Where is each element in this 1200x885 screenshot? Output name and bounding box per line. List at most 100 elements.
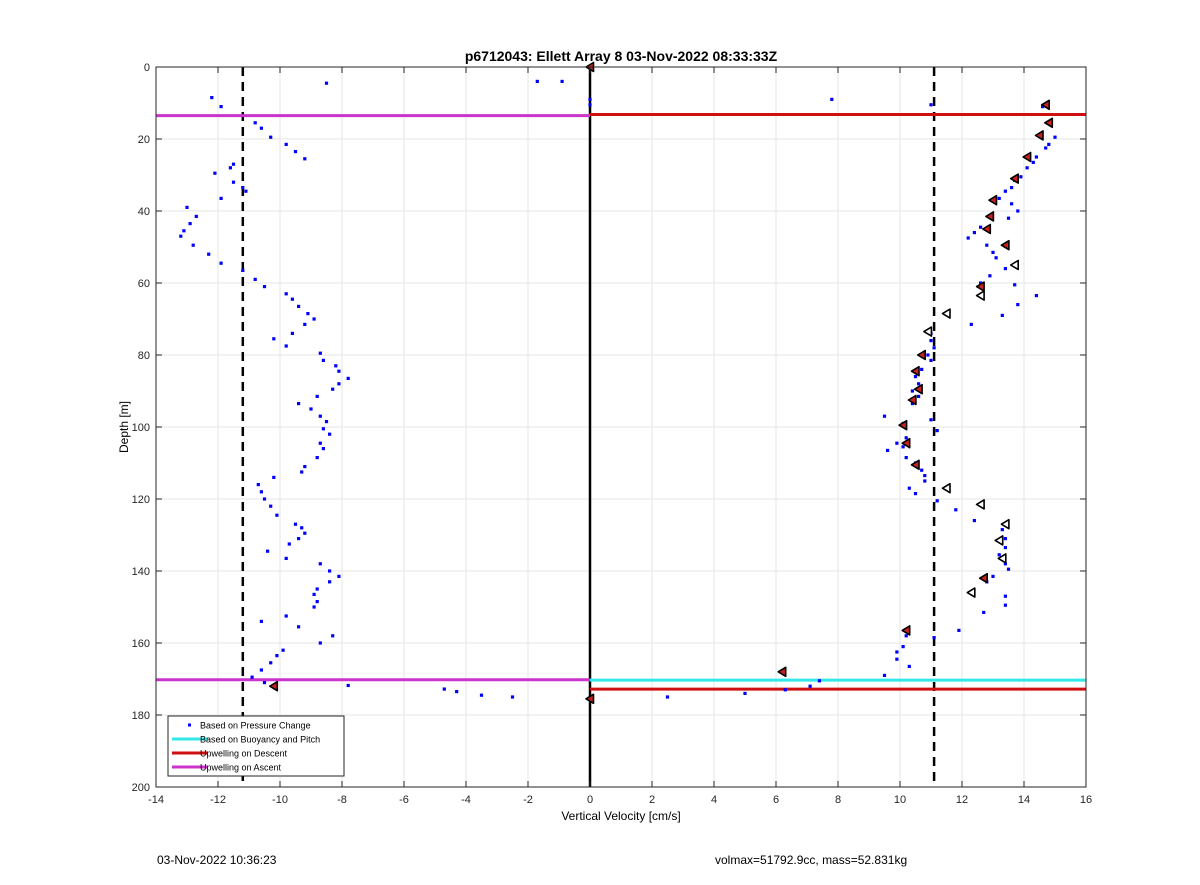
pressure-point (1016, 303, 1020, 307)
pressure-point (882, 673, 887, 677)
pressure-point (479, 693, 484, 697)
pressure-point (244, 189, 248, 193)
pressure-point (929, 418, 933, 422)
pressure-point (284, 556, 288, 560)
x-tick-label: -10 (272, 794, 288, 806)
pressure-point (1000, 528, 1004, 532)
pressure-point (1019, 175, 1023, 179)
filled-triangle-marker (985, 211, 995, 222)
pressure-point (219, 261, 223, 265)
pressure-point (442, 687, 446, 691)
pressure-point (297, 304, 301, 308)
x-tick-label: -14 (148, 794, 164, 806)
pressure-point (185, 205, 189, 209)
filled-triangle-marker (981, 223, 992, 235)
filled-triangle-marker (975, 281, 985, 292)
pressure-point (929, 358, 933, 362)
pressure-point (303, 322, 307, 326)
filled-triangle-marker (901, 437, 911, 449)
pressure-point (303, 157, 307, 161)
pressure-point (907, 664, 911, 668)
open-triangle-marker (975, 290, 985, 301)
pressure-point (269, 504, 273, 508)
pressure-point (910, 389, 914, 393)
pressure-point (315, 456, 319, 460)
pressure-point (932, 346, 936, 350)
pressure-point (1031, 160, 1035, 164)
pressure-point (1025, 166, 1029, 170)
descent-markers (268, 61, 1054, 705)
filled-triangle-marker (1000, 239, 1010, 251)
legend-label: Upwelling on Descent (200, 749, 288, 759)
pressure-point (1003, 603, 1007, 607)
pressure-point (210, 96, 214, 100)
x-tick-label: 12 (956, 794, 968, 806)
y-tick-label: 120 (132, 494, 150, 506)
filled-triangle-marker (585, 693, 595, 705)
pressure-point (920, 367, 924, 371)
pressure-point (213, 171, 217, 175)
pressure-point (817, 679, 821, 683)
pressure-point (256, 483, 260, 487)
pressure-point (913, 492, 918, 496)
open-triangle-marker (997, 553, 1007, 564)
pressure-point (269, 135, 273, 139)
pressure-point (315, 587, 319, 591)
chart-title: p6712043: Ellett Array 8 03-Nov-2022 08:… (465, 48, 778, 64)
pressure-point (318, 351, 322, 355)
pressure-point (324, 420, 329, 424)
filled-triangle-marker (898, 419, 908, 431)
x-tick-label: 4 (711, 794, 717, 806)
pressure-point (262, 285, 267, 289)
pressure-point (886, 448, 890, 452)
pressure-point (904, 456, 908, 460)
open-triangle-marker (1009, 259, 1020, 271)
pressure-point (321, 358, 325, 362)
pressure-point (303, 531, 307, 535)
open-triangle-marker (941, 482, 951, 494)
legend-label: Based on Buoyancy and Pitch (200, 735, 320, 745)
pressure-point (337, 369, 341, 373)
pressure-point (1000, 313, 1004, 317)
filled-triangle-marker (988, 194, 998, 206)
pressure-point (1016, 209, 1020, 213)
pressure-point (231, 162, 236, 166)
pressure-point (979, 281, 983, 285)
pressure-point (510, 695, 515, 699)
pressure-point (194, 214, 198, 218)
pressure-point (328, 432, 332, 436)
axes: -14 -12 -10 -8 -6 -4 -2 0 2 4 6 8 10 12 14 160204060801… (132, 62, 1092, 806)
pressure-series (179, 79, 1057, 701)
filled-triangle-marker (268, 680, 279, 692)
filled-triangle-marker (910, 459, 920, 471)
pressure-point (287, 542, 291, 546)
pressure-point (455, 690, 459, 694)
x-tick-label: 0 (587, 794, 593, 806)
pressure-point (743, 691, 747, 695)
pressure-point (331, 387, 335, 391)
pressure-point (1010, 186, 1014, 190)
pressure-point (318, 414, 322, 418)
pressure-point (241, 268, 245, 272)
pressure-point (284, 614, 288, 618)
y-axis-label: Depth [m] (117, 401, 131, 453)
x-axis-label: Vertical Velocity [cm/s] (561, 809, 680, 823)
pressure-point (1044, 146, 1048, 150)
filled-triangle-marker (901, 625, 911, 636)
pressure-point (309, 407, 313, 411)
pressure-point (253, 277, 257, 281)
pressure-point (241, 186, 245, 190)
pressure-point (269, 661, 273, 665)
pressure-point (929, 103, 933, 107)
pressure-point (219, 196, 223, 200)
pressure-point (318, 441, 322, 445)
filled-triangle-marker (1009, 173, 1020, 184)
pressure-point (312, 592, 316, 596)
filled-triangle-marker (978, 572, 989, 584)
pressure-point (191, 243, 195, 247)
legend: Based on Pressure Change Based on Buoyanc… (167, 715, 345, 777)
pressure-point (954, 508, 958, 512)
y-tick-label: 140 (132, 566, 150, 578)
pressure-point (1053, 135, 1057, 139)
